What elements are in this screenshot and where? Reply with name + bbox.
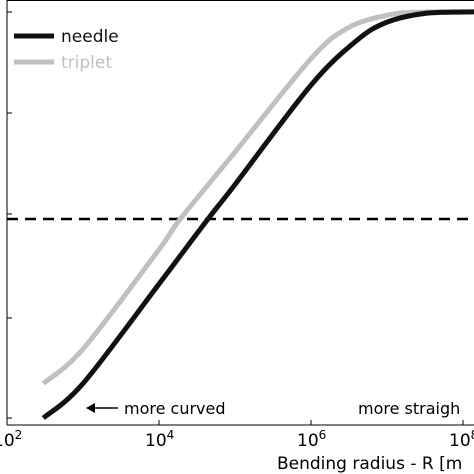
legend-label-needle: needle [61,27,119,47]
legend-label-triplet: triplet [61,53,112,73]
series-line-needle [41,9,474,420]
more-curved-arrow-head [86,403,95,413]
x-tick-label: 104 [145,428,174,451]
series-line-triplet [41,9,474,386]
x-tick-label: 106 [297,428,326,451]
annotation-more-straight: more straigh [358,399,460,418]
x-tick-label: 102 [0,428,22,451]
annotation-more-curved: more curved [124,399,226,418]
x-axis-title: Bending radius - R [m [277,454,462,474]
x-tick-label: 108 [449,428,474,451]
